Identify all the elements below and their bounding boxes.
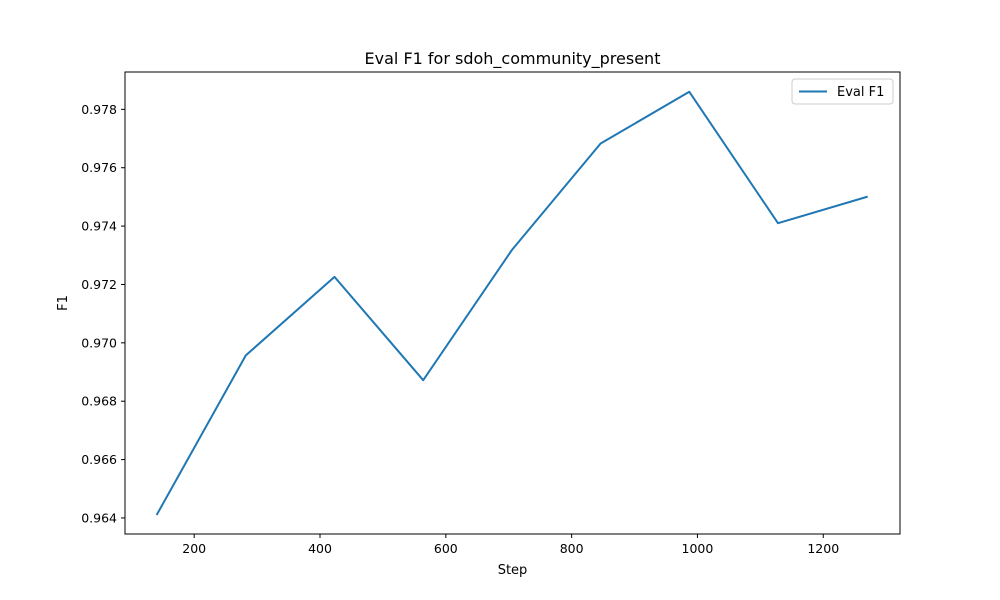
chart-title: Eval F1 for sdoh_community_present xyxy=(365,49,661,69)
y-tick-label: 0.970 xyxy=(81,335,117,350)
y-tick-label: 0.974 xyxy=(81,219,117,234)
x-axis-label: Step xyxy=(498,563,528,578)
y-tick-label: 0.972 xyxy=(81,277,117,292)
plot-area xyxy=(155,90,868,516)
x-tick-label: 1000 xyxy=(682,541,714,556)
x-tick-label: 800 xyxy=(560,541,584,556)
y-axis-label: F1 xyxy=(56,295,71,311)
legend: Eval F1 xyxy=(791,78,894,105)
series-line-eval-f1 xyxy=(155,90,868,516)
x-tick-label: 200 xyxy=(182,541,206,556)
x-tick-label: 600 xyxy=(434,541,458,556)
x-tick-label: 400 xyxy=(308,541,332,556)
y-tick-label: 0.978 xyxy=(81,102,117,117)
legend-box xyxy=(791,78,894,105)
axes-frame xyxy=(124,71,901,535)
y-tick-label: 0.976 xyxy=(81,160,117,175)
y-tick-label: 0.966 xyxy=(81,452,117,467)
x-tick-label: 1200 xyxy=(807,541,839,556)
y-tick-label: 0.964 xyxy=(81,510,117,525)
y-tick-label: 0.968 xyxy=(81,394,117,409)
legend-label: Eval F1 xyxy=(837,85,884,100)
